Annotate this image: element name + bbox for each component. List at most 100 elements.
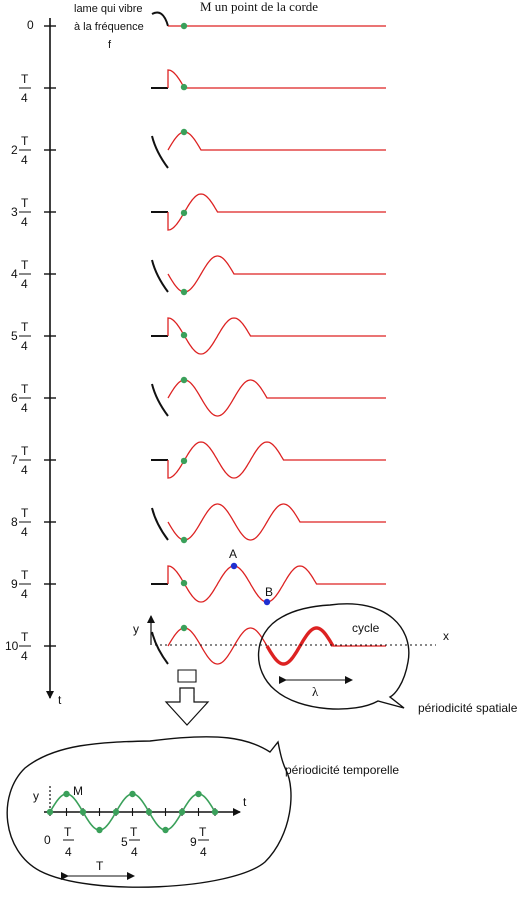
y-axis-label: y	[133, 622, 139, 636]
snapshot-row	[151, 255, 386, 296]
temporal-point	[211, 808, 219, 816]
cycle-label: cycle	[352, 621, 380, 635]
time-tick-numerator: T	[21, 258, 29, 272]
blade	[151, 383, 169, 417]
temporal-bubble	[6, 736, 292, 888]
temporal-point	[178, 808, 186, 816]
time-tick-coefficient: 7	[11, 453, 18, 467]
wavelength-label: λ	[312, 684, 319, 699]
snapshot-row	[151, 69, 386, 91]
temporal-frac3-num: T	[199, 825, 207, 839]
string-wave	[167, 131, 386, 151]
time-tick-numerator: T	[21, 444, 29, 458]
snapshot-row	[151, 441, 386, 479]
snapshot-row	[151, 11, 386, 30]
blade	[151, 631, 169, 665]
temporal-frac1-den: 4	[65, 845, 72, 859]
time-tick-denominator: 4	[21, 339, 28, 353]
blade-label-line2: à la fréquence	[74, 21, 144, 33]
time-tick-denominator: 4	[21, 525, 28, 539]
point-b-label: B	[265, 585, 273, 599]
temporal-point	[112, 808, 120, 816]
time-tick-coefficient: 10	[5, 639, 19, 653]
time-tick-numerator: T	[21, 320, 29, 334]
time-tick-denominator: 4	[21, 649, 28, 663]
point-a-label: A	[229, 547, 237, 561]
time-zero-label: 0	[27, 18, 34, 32]
string-snapshots: AB	[151, 11, 386, 666]
temporal-frac3-coef: 9	[190, 835, 197, 849]
point-m-dot	[180, 457, 188, 465]
time-tick-numerator: T	[21, 382, 29, 396]
time-axis-label: t	[58, 693, 62, 707]
point-m-dot	[180, 624, 188, 632]
temporal-frac3-den: 4	[200, 845, 207, 859]
point-m-dot	[180, 128, 188, 136]
time-tick-coefficient: 2	[11, 143, 18, 157]
string-wave	[167, 379, 386, 417]
time-tick-denominator: 4	[21, 587, 28, 601]
point-m-dot	[180, 22, 188, 30]
snapshot-row	[151, 376, 386, 417]
temporal-y-label: y	[33, 789, 39, 803]
time-tick-coefficient: 9	[11, 577, 18, 591]
point-m-dot	[180, 376, 188, 384]
time-tick-coefficient: 5	[11, 329, 18, 343]
temporal-point	[129, 790, 136, 798]
point-m-label: M un point de la corde	[200, 0, 318, 14]
string-wave	[167, 565, 386, 603]
period-label: T	[96, 859, 104, 873]
time-tick-numerator: T	[21, 630, 29, 644]
temporal-t-label: t	[243, 795, 247, 809]
temporal-point	[63, 790, 70, 798]
point-m-dot	[180, 288, 188, 296]
temporal-frac2-num: T	[130, 825, 138, 839]
temporal-frac2-coef: 5	[121, 835, 128, 849]
string-wave	[167, 503, 386, 541]
snapshot-row	[151, 128, 386, 169]
point-a-dot	[230, 562, 238, 570]
temporal-point	[96, 826, 103, 834]
time-tick-denominator: 4	[21, 153, 28, 167]
time-tick-coefficient: 8	[11, 515, 18, 529]
time-tick-denominator: 4	[21, 91, 28, 105]
string-wave	[167, 441, 386, 479]
temporal-point	[162, 826, 169, 834]
temporal-point	[46, 808, 54, 816]
string-wave	[167, 193, 386, 231]
time-tick-denominator: 4	[21, 215, 28, 229]
spatial-period-caption: périodicité spatiale	[418, 701, 518, 715]
temporal-point	[79, 808, 87, 816]
blade-label-line1: lame qui vibre	[74, 3, 142, 15]
snapshot-row	[151, 317, 386, 355]
point-b-dot	[263, 598, 271, 606]
blade	[151, 507, 169, 541]
x-axis-label: x	[443, 629, 449, 643]
time-tick-numerator: T	[21, 196, 29, 210]
temporal-points	[46, 790, 219, 834]
blade	[151, 11, 169, 27]
spatial-bubble	[257, 603, 410, 710]
string-wave	[167, 317, 386, 355]
time-tick-numerator: T	[21, 506, 29, 520]
time-tick-coefficient: 6	[11, 391, 18, 405]
time-tick-numerator: T	[21, 72, 29, 86]
time-tick-denominator: 4	[21, 463, 28, 477]
snapshot-row	[151, 624, 386, 666]
snapshot-row: AB	[151, 547, 386, 606]
time-tick-coefficient: 3	[11, 205, 18, 219]
blade	[151, 259, 169, 293]
temporal-m-label: M	[73, 784, 83, 798]
string-wave	[167, 255, 386, 293]
point-m-dot	[180, 83, 188, 91]
temporal-period-caption: périodicité temporelle	[285, 763, 399, 777]
snapshot-row	[151, 503, 386, 544]
blade	[151, 135, 169, 169]
hollow-arrow-head	[164, 687, 210, 726]
point-m-dot	[180, 536, 188, 544]
temporal-point	[145, 808, 153, 816]
temporal-frac1-num: T	[64, 825, 72, 839]
temporal-point	[195, 790, 202, 798]
